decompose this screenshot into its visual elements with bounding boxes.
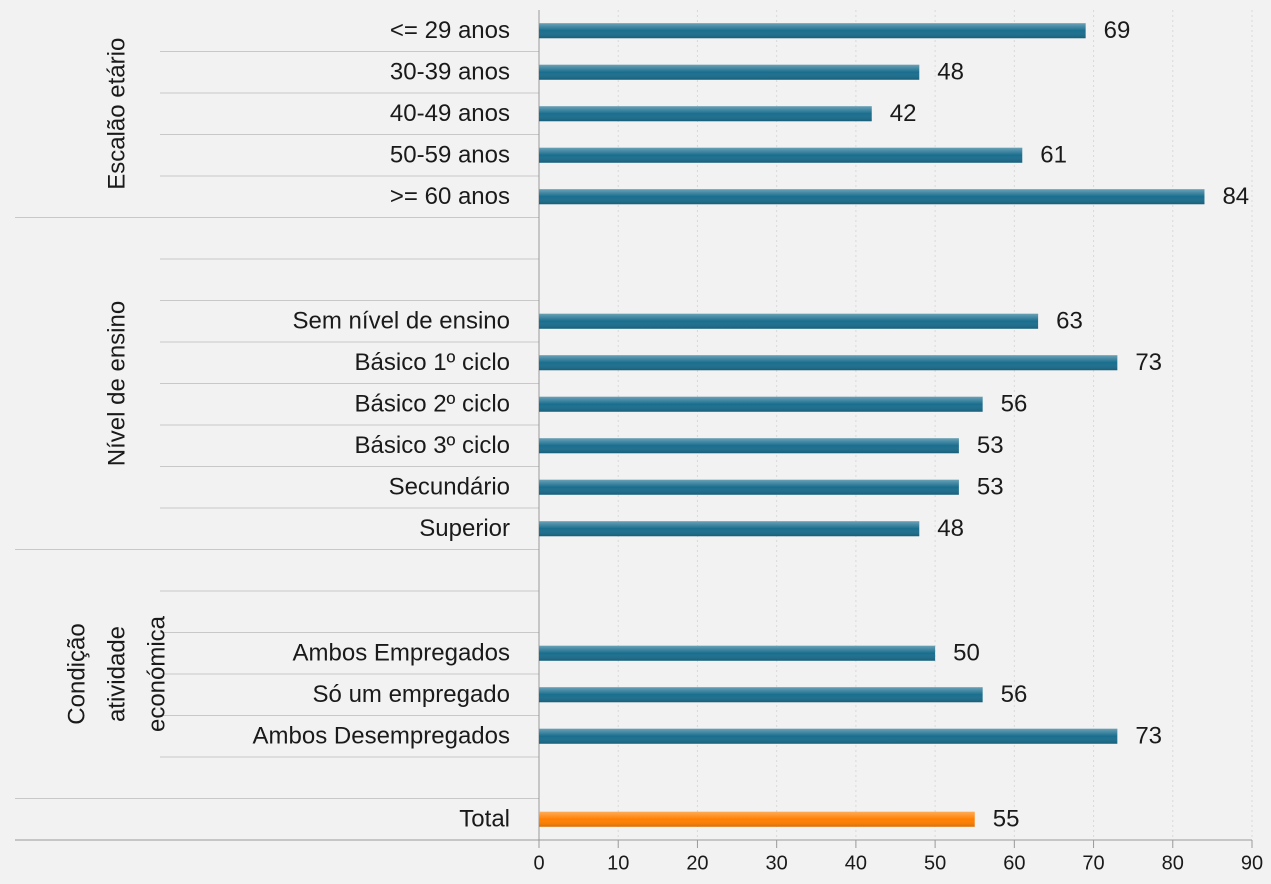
value-label: 61: [1040, 142, 1067, 169]
group-label: económica: [143, 615, 170, 732]
value-label: 73: [1135, 349, 1162, 376]
bar-shade: [539, 645, 936, 661]
value-label: 56: [1001, 681, 1028, 708]
x-tick-label: 90: [1241, 852, 1263, 874]
category-label: >= 60 anos: [390, 183, 510, 210]
x-tick-label: 80: [1162, 852, 1184, 874]
bar-shade: [539, 687, 983, 703]
group-label: Nível de ensino: [103, 301, 130, 466]
bar-shade: [539, 355, 1118, 371]
value-label: 53: [977, 474, 1004, 501]
category-label: Secundário: [389, 474, 510, 501]
x-tick-label: 30: [766, 852, 788, 874]
category-label: Ambos Empregados: [293, 640, 510, 667]
bar-shade: [539, 438, 959, 454]
bar-shade: [539, 728, 1118, 744]
x-tick-label: 70: [1082, 852, 1104, 874]
bar-shade: [539, 106, 872, 122]
category-label: 40-49 anos: [390, 100, 510, 127]
x-tick-label: 50: [924, 852, 946, 874]
bar-shade: [539, 147, 1023, 163]
bar-shade: [539, 521, 920, 537]
value-label: 55: [993, 806, 1020, 833]
category-label: Básico 1º ciclo: [355, 349, 511, 376]
value-label: 73: [1135, 723, 1162, 750]
category-label: <= 29 anos: [390, 17, 510, 44]
bar-shade: [539, 313, 1039, 329]
category-label: Básico 2º ciclo: [355, 391, 511, 418]
value-label: 42: [890, 100, 917, 127]
x-tick-label: 40: [845, 852, 867, 874]
value-label: 56: [1001, 391, 1028, 418]
value-label: 50: [953, 640, 980, 667]
value-label: 48: [937, 59, 964, 86]
category-label: Só um empregado: [313, 681, 510, 708]
value-label: 63: [1056, 308, 1083, 335]
category-label: 50-59 anos: [390, 142, 510, 169]
category-label: Ambos Desempregados: [253, 723, 510, 750]
category-label: 30-39 anos: [390, 59, 510, 86]
group-label: Condição: [63, 623, 90, 724]
bar-shade: [539, 811, 975, 827]
category-label: Sem nível de ensino: [293, 308, 510, 335]
value-label: 84: [1222, 183, 1249, 210]
x-tick-label: 60: [1003, 852, 1025, 874]
value-label: 48: [937, 515, 964, 542]
category-label: Superior: [419, 515, 510, 542]
category-label: Básico 3º ciclo: [355, 432, 511, 459]
x-tick-label: 20: [686, 852, 708, 874]
bar-shade: [539, 189, 1205, 205]
group-label: Escalão etário: [103, 38, 130, 190]
value-label: 69: [1104, 17, 1131, 44]
bar-shade: [539, 479, 959, 495]
value-label: 53: [977, 432, 1004, 459]
category-label: Total: [459, 806, 510, 833]
bar-shade: [539, 64, 920, 80]
x-tick-label: 0: [533, 852, 544, 874]
x-tick-label: 10: [607, 852, 629, 874]
group-label: atividade: [103, 626, 130, 722]
bar-shade: [539, 396, 983, 412]
bar-shade: [539, 23, 1086, 39]
